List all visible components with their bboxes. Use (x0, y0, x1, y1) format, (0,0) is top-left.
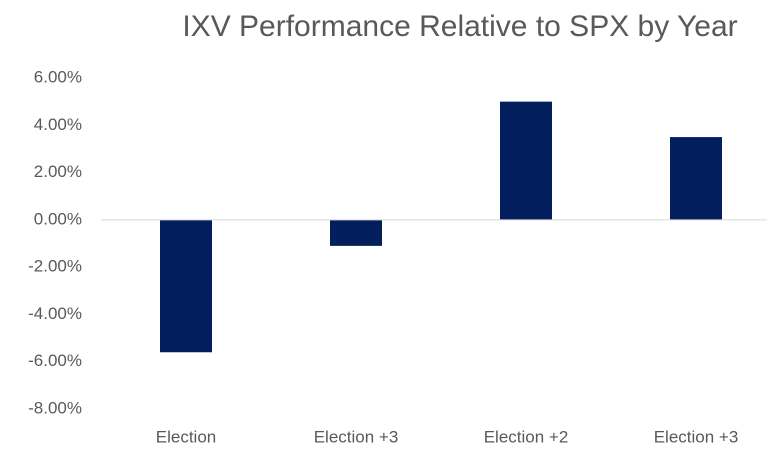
y-tick-label: 4.00% (34, 115, 82, 134)
y-tick-label: -2.00% (28, 257, 82, 276)
y-tick-label: 2.00% (34, 162, 82, 181)
bar (160, 219, 212, 353)
bar (670, 137, 722, 220)
y-tick-label: -6.00% (28, 351, 82, 370)
x-tick-label: Election (156, 427, 216, 446)
x-tick-label: Election +3 (654, 427, 739, 446)
bar (500, 101, 552, 220)
y-tick-label: -8.00% (28, 398, 82, 417)
y-tick-label: 0.00% (34, 209, 82, 228)
bar (330, 219, 382, 246)
chart-title: IXV Performance Relative to SPX by Year (182, 10, 737, 43)
y-tick-label: -4.00% (28, 304, 82, 323)
x-tick-label: Election +3 (314, 427, 399, 446)
y-tick-label: 6.00% (34, 67, 82, 86)
x-tick-label: Election +2 (484, 427, 569, 446)
